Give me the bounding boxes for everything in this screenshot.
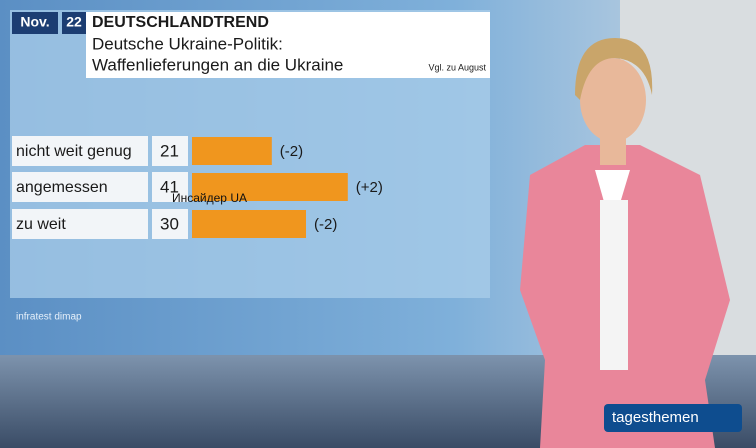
channel-logo-box — [604, 404, 742, 432]
value-label: 30 — [160, 214, 179, 233]
day: 22 — [66, 14, 82, 30]
category-label: zu weit — [16, 216, 66, 233]
neck — [600, 135, 626, 165]
value-label: 41 — [160, 177, 179, 196]
month-box — [12, 12, 58, 34]
bar — [192, 210, 306, 238]
title-line: Deutsche Ukraine-Politik: — [92, 34, 283, 53]
category-box — [12, 172, 148, 202]
comparison-note: Vgl. zu August — [428, 62, 486, 72]
blouse-body — [600, 200, 628, 370]
face — [580, 58, 646, 142]
change-label: (+2) — [356, 179, 383, 196]
change-label: (-2) — [314, 216, 337, 233]
watermark: Инсайдер UA — [172, 191, 247, 205]
value-box — [152, 136, 188, 166]
month: Nov. — [20, 14, 49, 30]
value-label: 21 — [160, 141, 179, 160]
bar — [192, 137, 272, 165]
category-label: angemessen — [16, 179, 108, 196]
source: infratest dimap — [16, 312, 82, 323]
brand: DEUTSCHLANDTREND — [92, 14, 269, 31]
title-box — [86, 12, 490, 78]
change-label: (-2) — [280, 143, 303, 160]
category-box — [12, 136, 148, 166]
hair — [575, 38, 653, 100]
category-box — [12, 209, 148, 239]
presenter — [520, 38, 730, 448]
value-box — [152, 172, 188, 202]
bar — [192, 173, 348, 201]
day-box — [62, 12, 86, 34]
category-label: nicht weit genug — [16, 143, 132, 160]
title-line: Waffenlieferungen an die Ukraine — [92, 55, 343, 74]
value-box — [152, 209, 188, 239]
channel-logo: tagesthemen — [612, 409, 699, 426]
